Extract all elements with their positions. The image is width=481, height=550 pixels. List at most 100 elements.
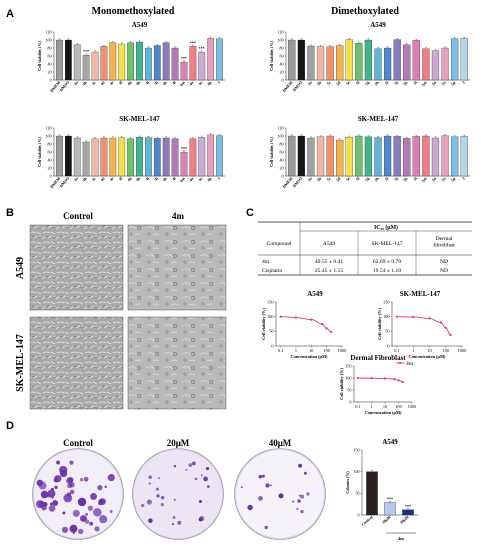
colony-dot: [89, 521, 94, 526]
bar: [384, 502, 396, 516]
chart-title: Dermal Fibroblast: [350, 354, 406, 362]
colony-dot: [54, 485, 58, 489]
colony-dot: [40, 490, 49, 499]
table-cell: ND: [440, 268, 448, 274]
y-tick-label: 80: [48, 45, 52, 50]
x-tick-label: 2: [461, 80, 466, 85]
panel-label-d: D: [6, 420, 14, 432]
x-tick-label: 1: [295, 348, 297, 353]
x-tick-label: 4g: [126, 176, 132, 182]
table-col-compound: Compound: [267, 241, 292, 247]
x-tick-label: DMSO: [59, 176, 71, 188]
colony-dot: [140, 503, 145, 508]
x-tick-label: 4p: [206, 175, 213, 182]
y-axis-label: Cell viability (%): [37, 137, 42, 167]
x-tick-label: 1000: [458, 348, 467, 353]
colony-dot: [297, 499, 301, 503]
bar: [307, 45, 315, 81]
bar: [451, 38, 459, 81]
x-tick-label: 4a: [73, 176, 79, 182]
y-tick-label: 150: [267, 299, 273, 304]
x-tick-label: 5i: [384, 175, 390, 181]
colony-dot: [69, 524, 78, 533]
colony-dot: [265, 483, 270, 488]
x-tick-label: 1: [370, 404, 372, 409]
x-tick-label: 4f: [117, 79, 123, 85]
y-tick-label: 40: [280, 61, 284, 66]
x-tick-label: 10: [309, 348, 313, 353]
chart-title: A549: [307, 290, 323, 298]
x-tick-label: 4f: [117, 175, 123, 181]
x-tick-label: 4m: [178, 79, 186, 87]
x-axis-label: Concentration (μM): [291, 354, 328, 359]
bar: [355, 135, 363, 177]
y-tick-label: 60: [280, 53, 284, 58]
x-tick-label: 4d: [99, 175, 106, 182]
bar: [393, 136, 401, 177]
bar: [136, 137, 143, 177]
x-tick-label: 5k: [402, 175, 409, 182]
x-tick-label: 4i: [144, 175, 150, 181]
colony-dot: [63, 493, 73, 503]
x-tick-label: 5h: [373, 79, 380, 86]
colony-dot: [77, 528, 84, 535]
x-tick-label: 4b: [81, 175, 88, 182]
x-tick-label: 10: [427, 348, 431, 353]
y-tick-label: 50: [385, 329, 389, 334]
x-tick-label: 4j: [153, 175, 159, 181]
colony-dot: [80, 477, 84, 482]
x-tick-label: 5j: [393, 175, 399, 181]
x-tick-label: DMSO: [292, 176, 304, 188]
colony-dot: [300, 509, 304, 514]
chart-title: SK-MEL-147: [400, 290, 441, 298]
bar: [316, 46, 325, 81]
x-tick-label: 100: [395, 404, 401, 409]
y-tick-label: 0: [50, 77, 52, 82]
series-line: [396, 316, 451, 336]
chart-title: A549: [382, 438, 398, 446]
micrograph-skmel-4m: [127, 316, 227, 410]
y-tick-label: 100: [278, 133, 284, 138]
bar: [441, 47, 449, 81]
bar: [431, 137, 440, 177]
y-tick-label: 120: [278, 125, 284, 130]
colony-dot: [296, 507, 299, 510]
colony-dot: [93, 508, 102, 517]
bar: [402, 509, 414, 516]
series-point: [310, 318, 313, 321]
bar: [364, 39, 373, 81]
colony-dot: [200, 474, 203, 477]
colony-dot: [306, 492, 310, 496]
x-tick-label: 0.1: [355, 404, 360, 409]
x-tick-label: 20μM: [381, 514, 392, 524]
bar: [412, 136, 420, 177]
bar: [460, 136, 468, 177]
bar: [91, 51, 99, 81]
x-tick-label: 5m: [420, 79, 428, 87]
x-tick-label: 4c: [91, 80, 97, 86]
y-tick-label: 60: [280, 149, 284, 154]
x-tick-label: 5m: [420, 175, 428, 183]
colony-dot: [298, 494, 301, 497]
x-tick-label: 5h: [373, 175, 380, 182]
bar-chart-colonies: A549 0 50 100 150 Colonies (%) Control *** 20μM *…: [345, 438, 418, 541]
x-tick-label: 100: [442, 348, 448, 353]
colony-dot: [69, 460, 74, 465]
bar: [355, 43, 363, 81]
y-tick-label: 20: [48, 165, 52, 170]
y-tick-label: 100: [46, 133, 52, 138]
colony-dot: [177, 520, 182, 525]
x-tick-label: 4h: [135, 175, 142, 182]
bar: [91, 138, 99, 177]
bar: [198, 51, 206, 81]
y-tick-label: 20: [280, 165, 284, 170]
bar: [403, 138, 411, 177]
y-axis-label: Cell viability (%): [269, 137, 274, 167]
x-tick-label: 4j: [153, 79, 159, 85]
x-tick-label: 4m: [178, 175, 186, 183]
colony-dot: [278, 493, 284, 499]
micrograph-a549-control: [29, 224, 124, 311]
bar-chart-skmel-mono: SK-MEL-147 0 20 40 60 80 100 120 Cell viability …: [37, 115, 225, 189]
series-point: [370, 377, 373, 380]
colony-dot: [47, 489, 56, 498]
